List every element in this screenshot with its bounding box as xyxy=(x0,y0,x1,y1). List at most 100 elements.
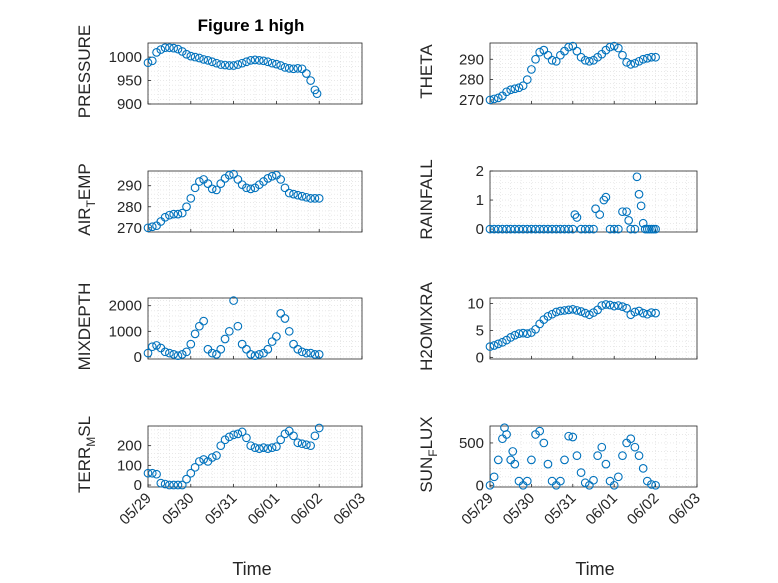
rainfall-data-point xyxy=(502,224,511,234)
terr-msl-ylabel: TERRMSL xyxy=(75,416,98,493)
figure-title: Figure 1 high xyxy=(198,16,305,35)
air-temp-data-point xyxy=(173,209,183,219)
sun-flux-xtick-label: 06/01 xyxy=(582,490,621,529)
mixdepth-data-point xyxy=(254,350,264,359)
air-temp-data-point xyxy=(229,169,238,179)
air-temp-data-point xyxy=(186,193,196,203)
h2omixra-data-point xyxy=(514,329,524,338)
rainfall-data-point xyxy=(605,224,615,234)
sun-flux-data-point xyxy=(613,472,623,482)
terr-msl-data-point xyxy=(242,433,251,443)
terr-msl-data-point xyxy=(216,441,226,451)
air-temp-data-point xyxy=(289,189,298,199)
rainfall-data-point xyxy=(570,210,580,219)
pressure-ytick-label: 900 xyxy=(117,96,142,113)
theta-data-point xyxy=(626,59,636,69)
mixdepth-data-point xyxy=(267,337,277,346)
sun-flux-data-point xyxy=(572,451,582,461)
rainfall-data-point xyxy=(485,224,495,234)
sun-flux-data-point xyxy=(527,455,536,465)
mixdepth-data-point xyxy=(195,321,204,331)
h2omixra-data-point xyxy=(543,312,553,321)
pressure-data-point xyxy=(293,63,303,73)
terr-msl-ytick-label: 0 xyxy=(134,477,142,494)
air-temp-data-point xyxy=(246,184,256,194)
sun-flux-data-point xyxy=(543,459,553,469)
terr-msl-data-point xyxy=(190,462,200,472)
air-temp-data-point xyxy=(160,212,170,222)
pressure-data-point xyxy=(190,52,200,62)
air-temp-data-point xyxy=(152,221,161,231)
mixdepth-data-point xyxy=(216,344,226,354)
terr-msl-data-point xyxy=(152,469,161,479)
h2omixra-data-point xyxy=(572,306,582,315)
air-temp-axes-box xyxy=(147,170,363,233)
h2omixra-data-point xyxy=(651,308,660,318)
pressure-data-point xyxy=(250,55,260,65)
pressure-data-point xyxy=(216,60,226,69)
mixdepth-data-point xyxy=(152,341,161,350)
h2omixra-data-point xyxy=(551,307,561,317)
mixdepth-data-point xyxy=(169,350,179,359)
terr-msl-data-point xyxy=(156,478,166,488)
mixdepth-data-point xyxy=(186,339,196,349)
terr-msl-data-point xyxy=(233,429,243,439)
terr-msl-xtick-label: 06/02 xyxy=(287,490,326,529)
mixdepth-ytick-label: 0 xyxy=(134,349,142,366)
pressure-data-point xyxy=(195,53,204,63)
rainfall-data-point xyxy=(547,224,557,234)
terr-msl-data-point xyxy=(284,426,294,436)
rainfall-data-point xyxy=(632,172,642,182)
air-temp-data-point xyxy=(242,183,251,193)
theta-data-point xyxy=(647,52,656,62)
mixdepth-data-point xyxy=(233,321,243,331)
pressure-data-point xyxy=(229,61,238,70)
h2omixra-data-point xyxy=(613,301,623,310)
terr-msl-xtick-label: 05/30 xyxy=(159,490,198,529)
terr-msl-data-point xyxy=(314,423,324,433)
pressure-data-point xyxy=(203,56,213,65)
pressure-data-point xyxy=(246,56,256,65)
rainfall-data-point xyxy=(568,224,578,234)
mixdepth-data-point xyxy=(229,296,238,305)
terr-msl-data-point xyxy=(224,432,234,442)
theta-data-point xyxy=(572,46,582,56)
rainfall-data-point xyxy=(651,224,660,234)
theta-ytick-label: 280 xyxy=(459,72,484,89)
rainfall-data-point xyxy=(638,218,648,228)
theta-data-point xyxy=(527,65,536,74)
h2omixra-data-point xyxy=(556,306,565,316)
rainfall-data-point xyxy=(580,224,590,234)
theta-data-point xyxy=(547,55,557,65)
theta-data-point xyxy=(609,41,619,51)
mixdepth-data-point xyxy=(182,347,191,357)
sun-flux-data-point xyxy=(618,451,627,461)
subplot-sun-flux: 0 500 05/29 05/30 05/31 06/01 06/02 06/03 SUNFLU… xyxy=(417,416,704,528)
rainfall-data-point xyxy=(506,224,516,234)
theta-ytick-label: 270 xyxy=(459,92,484,109)
mixdepth-data-point xyxy=(276,309,286,318)
theta-ylabel: THETA xyxy=(417,44,436,99)
terr-msl-data-point xyxy=(246,441,256,451)
rainfall-data-point xyxy=(493,224,503,234)
rainfall-data-point xyxy=(531,224,540,234)
terr-msl-data-point xyxy=(310,431,320,441)
pressure-ytick-label: 1000 xyxy=(109,49,142,66)
rainfall-data-point xyxy=(518,224,528,234)
sun-flux-data-point xyxy=(493,455,503,465)
sun-flux-data-point xyxy=(647,480,656,489)
sun-flux-data-point xyxy=(489,472,499,482)
h2omixra-data-point xyxy=(568,304,578,314)
subplot-pressure: 900 950 1000 PRESSURE xyxy=(75,25,363,118)
terr-msl-xtick-label: 06/03 xyxy=(330,490,369,529)
mixdepth-data-point xyxy=(224,326,234,336)
sun-flux-xtick-label: 05/30 xyxy=(500,490,539,529)
sun-flux-data-point xyxy=(560,455,569,465)
rainfall-data-point xyxy=(522,224,532,234)
sun-flux-data-point xyxy=(539,438,549,448)
mixdepth-data-point xyxy=(250,351,260,361)
h2omixra-data-point xyxy=(506,333,516,342)
terr-msl-data-point xyxy=(276,435,286,445)
sun-flux-data-point xyxy=(651,480,660,490)
